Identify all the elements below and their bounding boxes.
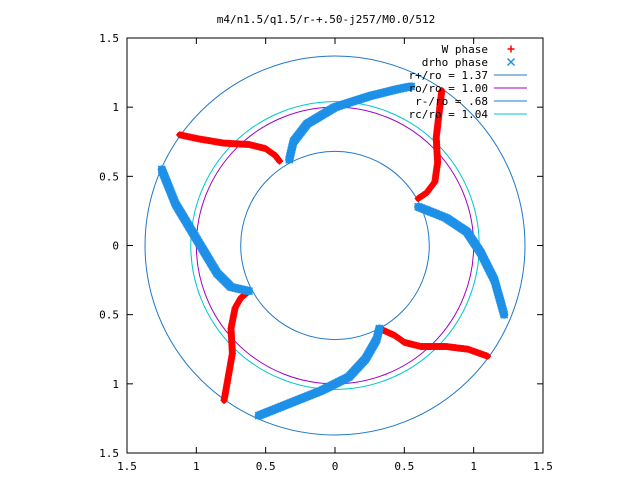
series-w-phase [176, 87, 492, 404]
data-point [407, 82, 416, 91]
data-point [276, 157, 284, 165]
legend-marker [506, 57, 516, 67]
legend-label: r+/ro = 1.37 [409, 69, 488, 82]
data-point [243, 286, 252, 295]
data-point [499, 309, 508, 318]
legend-label: ro/ro = 1.00 [409, 82, 488, 95]
data-point [374, 326, 384, 335]
y-tick-label: 1 [112, 101, 119, 114]
data-point [414, 194, 422, 202]
series-drho-phase [157, 82, 509, 420]
y-tick-label: 1 [112, 378, 119, 391]
legend-label: r-/ro = .68 [415, 95, 488, 108]
data-point [405, 82, 414, 91]
y-tick-label: 0 [112, 240, 119, 253]
data-point [500, 310, 509, 319]
data-point [244, 287, 254, 296]
x-tick-label: 0.5 [394, 460, 414, 473]
x-tick-label: 1.5 [117, 460, 137, 473]
data-point [275, 156, 283, 164]
chart-title: m4/n1.5/q1.5/r-+.50-j257/M0.0/512 [217, 13, 436, 26]
y-tick-label: 0.5 [99, 170, 119, 183]
x-tick-label: 0 [332, 460, 339, 473]
legend-label: W phase [442, 43, 488, 56]
x-tick-label: 1 [193, 460, 200, 473]
data-point [375, 324, 384, 333]
data-point [415, 194, 423, 202]
y-tick-label: 1.5 [99, 447, 119, 460]
circle-r-ro-1-37 [144, 55, 526, 436]
x-tick-label: 1 [470, 460, 477, 473]
y-tick-label: 0.5 [99, 309, 119, 322]
circle-r-ro-68 [240, 150, 430, 341]
y-tick-label: 1.5 [99, 32, 119, 45]
legend-label: drho phase [422, 56, 488, 69]
legend-label: rc/ro = 1.04 [409, 108, 489, 121]
x-tick-label: 1.5 [533, 460, 553, 473]
legend-marker [507, 45, 515, 53]
x-tick-label: 0.5 [256, 460, 276, 473]
